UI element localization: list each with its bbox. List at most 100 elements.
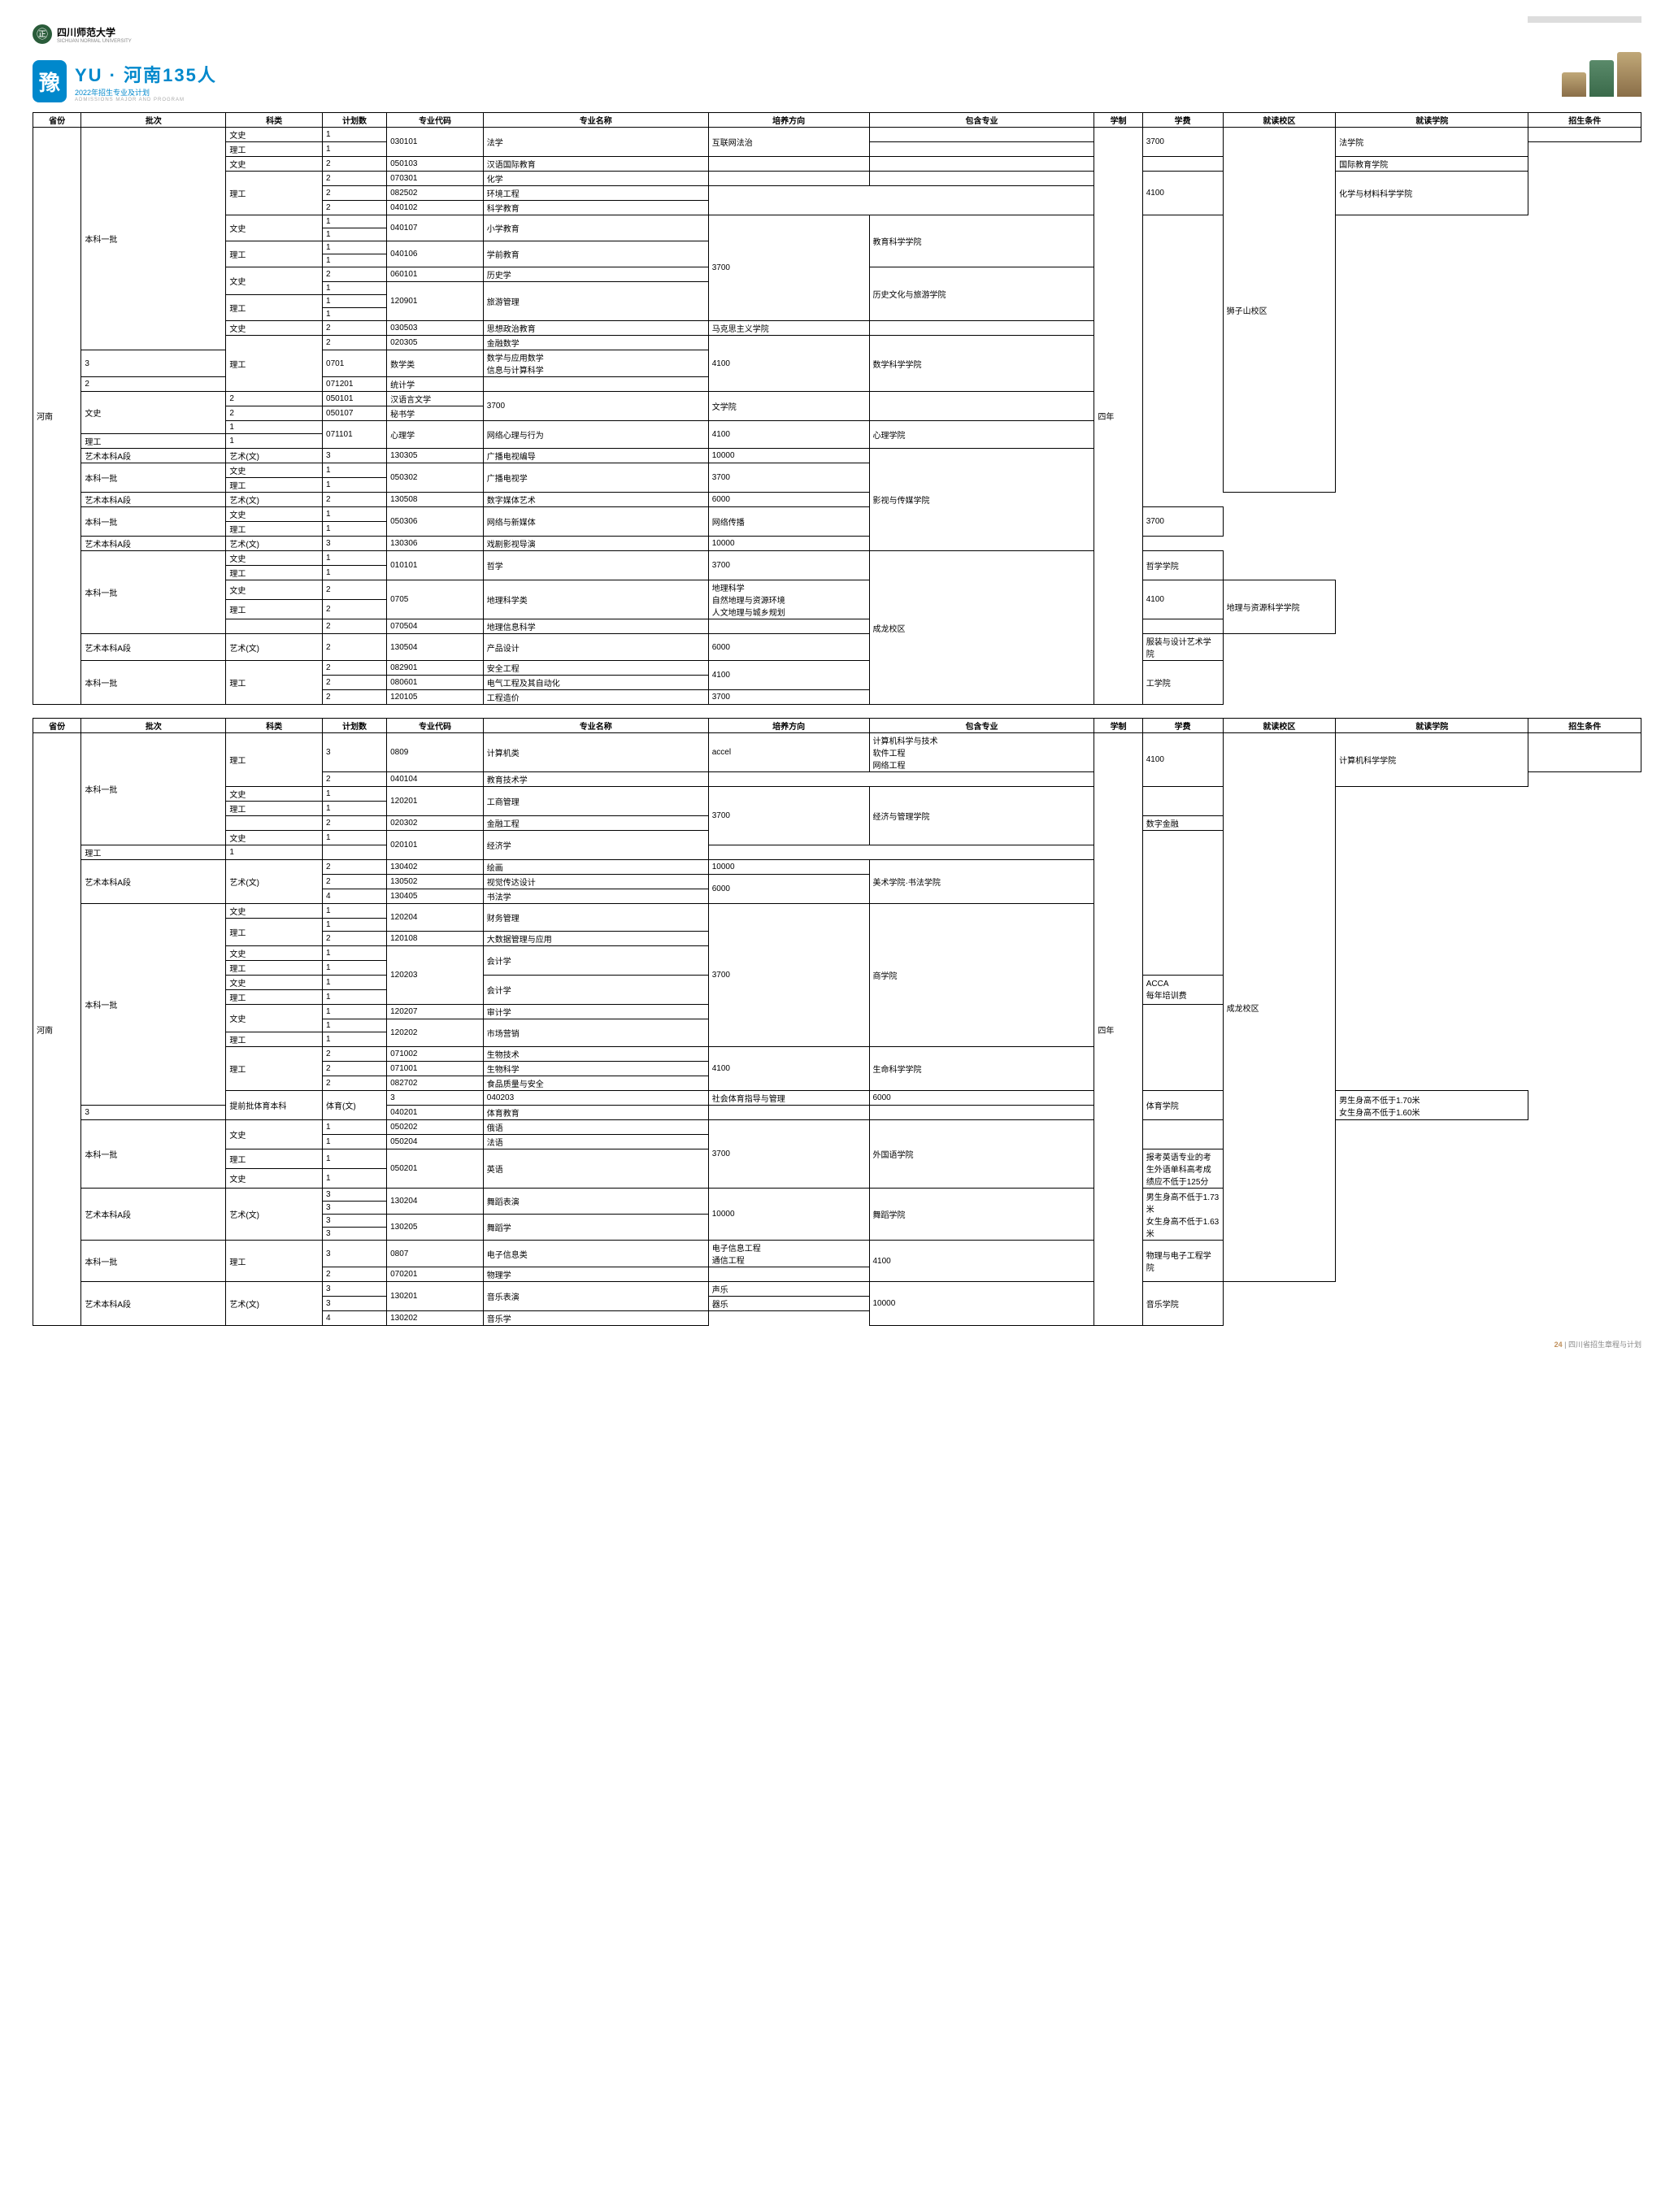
code-cell: 0701 — [323, 350, 387, 377]
batch-cell: 本科一批 — [81, 904, 226, 1106]
name-cell: 环境工程 — [483, 186, 708, 201]
code-cell: 0705 — [387, 580, 484, 619]
building-decoration — [1562, 52, 1641, 97]
code-cell: 020101 — [387, 831, 484, 860]
count-cell: 2 — [323, 676, 387, 690]
table-row: 文史1040107小学教育3700教育科学学院 — [33, 215, 1641, 228]
college-cell: 法学院 — [1336, 128, 1528, 157]
name-cell: 生物科学 — [483, 1062, 708, 1076]
count-cell: 2 — [81, 377, 226, 392]
name-cell: 戏剧影视导演 — [483, 537, 708, 551]
code-cell: 040106 — [387, 241, 484, 267]
column-header: 学制 — [1094, 719, 1142, 733]
column-header: 就读学院 — [1336, 113, 1528, 128]
batch-cell: 本科一批 — [81, 128, 226, 350]
table-row: 文史20705地理科学类地理科学自然地理与资源环境人文地理与城乡规划4100地理… — [33, 580, 1641, 600]
code-cell: 082901 — [387, 661, 484, 676]
kelei-cell: 理工 — [226, 172, 323, 215]
cond-cell: 报考英语专业的考生外语单科高考成绩应不低于125分 — [1142, 1149, 1223, 1189]
fee-cell: 10000 — [869, 1282, 1094, 1326]
name-cell: 地理信息科学 — [483, 619, 708, 634]
name-cell: 广播电视编导 — [483, 449, 708, 463]
code-cell: 130402 — [387, 860, 484, 875]
name-cell: 法学 — [483, 128, 708, 157]
batch-cell: 本科一批 — [81, 733, 226, 845]
college-cell: 工学院 — [1142, 661, 1223, 705]
code-cell: 130204 — [387, 1189, 484, 1215]
direction-cell: accel — [708, 733, 869, 772]
count-cell: 1 — [323, 478, 387, 493]
code-cell: 130201 — [387, 1282, 484, 1311]
fee-cell: 4100 — [708, 1047, 869, 1091]
code-cell: 040107 — [387, 215, 484, 241]
code-cell: 040203 — [483, 1091, 708, 1106]
name-cell: 电气工程及其自动化 — [483, 676, 708, 690]
kelei-cell: 理工 — [226, 295, 323, 321]
column-header: 计划数 — [323, 113, 387, 128]
code-cell: 071001 — [387, 1062, 484, 1076]
kelei-cell: 理工 — [226, 1241, 323, 1282]
fee-cell: 6000 — [708, 493, 869, 507]
count-cell: 1 — [323, 282, 387, 295]
batch-cell: 本科一批 — [81, 551, 226, 634]
name-cell: 绘画 — [483, 860, 708, 875]
direction-cell: 网络传播 — [708, 507, 869, 537]
code-cell: 071002 — [387, 1047, 484, 1062]
code-cell: 010101 — [387, 551, 484, 580]
count-cell: 3 — [323, 1228, 387, 1241]
logo-icon: ㊣ — [33, 24, 52, 44]
code-cell: 130405 — [387, 889, 484, 904]
count-cell: 3 — [81, 350, 226, 377]
kelei-cell: 文史 — [226, 215, 323, 241]
fee-cell: 4100 — [708, 336, 869, 392]
code-cell: 0807 — [387, 1241, 484, 1267]
count-cell: 2 — [323, 875, 387, 889]
name-cell: 音乐表演 — [483, 1282, 708, 1311]
count-cell: 2 — [323, 772, 387, 787]
code-cell: 120202 — [387, 1019, 484, 1047]
university-logo-block: ㊣ 四川师范大学 SICHUAN NORMAL UNIVERSITY — [33, 24, 1641, 44]
fee-cell: 10000 — [708, 449, 869, 463]
table-row: 艺术本科A段艺术(文)3130201音乐表演声乐10000音乐学院 — [33, 1282, 1641, 1297]
name-cell: 财务管理 — [483, 904, 708, 932]
code-cell: 071201 — [323, 377, 387, 392]
column-header: 专业代码 — [387, 113, 484, 128]
kelei-cell: 文史 — [226, 1169, 323, 1189]
count-cell: 2 — [323, 619, 387, 634]
batch-cell: 本科一批 — [81, 1241, 226, 1282]
count-cell: 3 — [323, 1189, 387, 1202]
count-cell: 2 — [323, 661, 387, 676]
column-header: 计划数 — [323, 719, 387, 733]
count-cell: 1 — [323, 241, 387, 254]
college-cell: 马克思主义学院 — [708, 321, 869, 336]
table-row: 艺术本科A段艺术(文)2130402绘画10000美术学院·书法学院 — [33, 860, 1641, 875]
college-cell: 影视与传媒学院 — [869, 449, 1094, 551]
name-cell: 舞蹈表演 — [483, 1189, 708, 1215]
column-header: 培养方向 — [708, 113, 869, 128]
kelei-cell: 理工 — [226, 961, 323, 976]
count-cell: 2 — [323, 157, 387, 172]
count-cell: 1 — [323, 507, 387, 522]
column-header: 学费 — [1142, 113, 1223, 128]
college-cell: 音乐学院 — [1142, 1282, 1223, 1326]
count-cell: 3 — [387, 1091, 484, 1106]
table-row: 本科一批文史1050302广播电视学3700 — [33, 463, 1641, 478]
batch-cell: 本科一批 — [81, 1120, 226, 1189]
name-cell: 网络与新媒体 — [483, 507, 708, 537]
count-cell: 1 — [323, 295, 387, 308]
column-header: 学制 — [1094, 113, 1142, 128]
college-cell: 哲学学院 — [1142, 551, 1223, 580]
code-cell: 030101 — [387, 128, 484, 157]
count-cell: 4 — [323, 889, 387, 904]
count-cell: 1 — [323, 1019, 387, 1032]
kelei-cell: 文史 — [226, 946, 323, 961]
batch-cell: 本科一批 — [81, 661, 226, 705]
page-title: YU · 河南135人 — [75, 61, 217, 87]
fee-cell: 3700 — [708, 215, 869, 321]
duration-cell: 四年 — [1094, 733, 1142, 1326]
code-cell: 070201 — [387, 1267, 484, 1282]
code-cell: 040102 — [387, 201, 484, 215]
name-cell: 俄语 — [483, 1120, 708, 1135]
include-cell: 计算机科学与技术软件工程网络工程 — [869, 733, 1094, 772]
count-cell: 1 — [323, 1005, 387, 1019]
